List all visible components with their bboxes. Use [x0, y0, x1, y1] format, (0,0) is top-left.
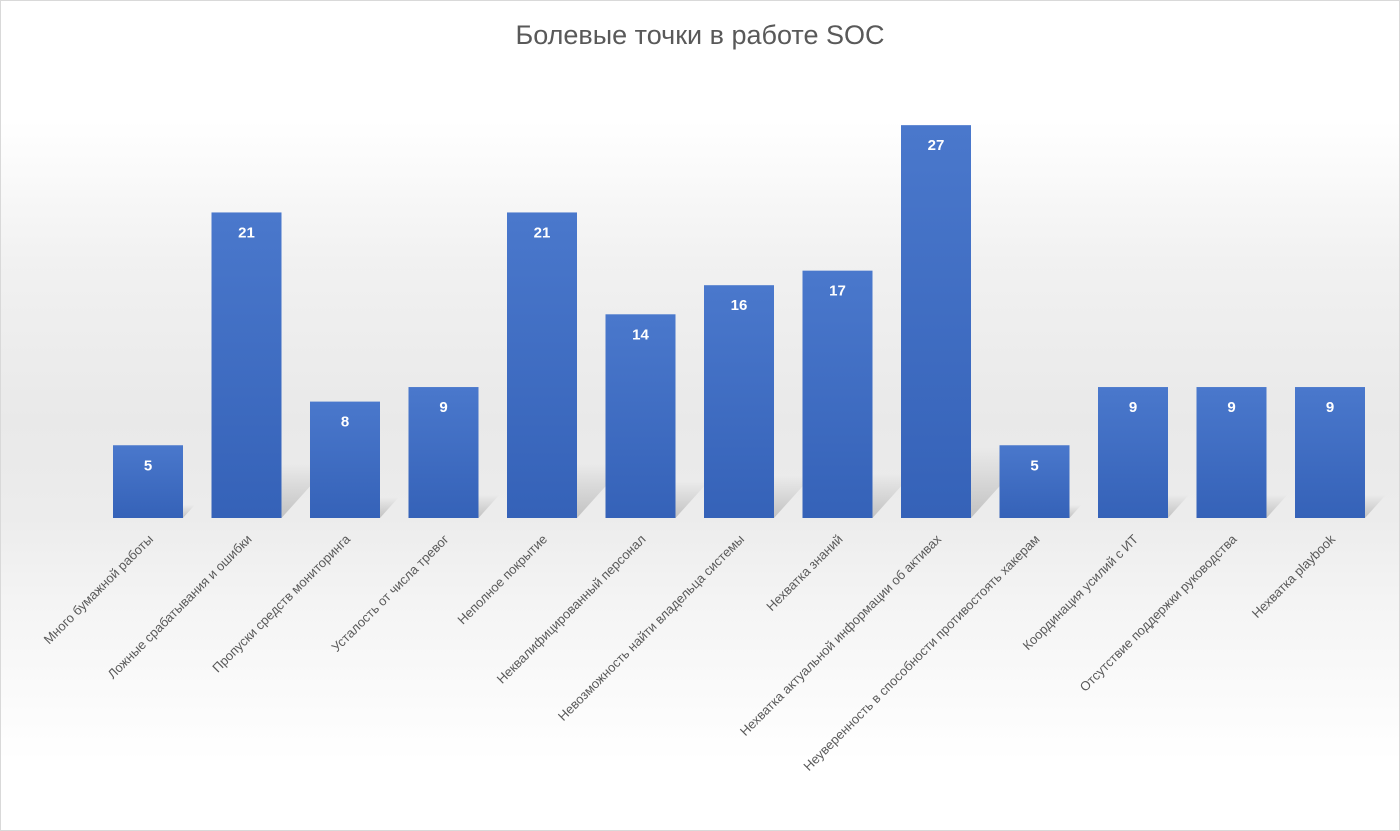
- data-label: 9: [439, 399, 447, 416]
- category-label: Невозможность найти владельца системы: [555, 532, 747, 724]
- bar: [310, 401, 380, 518]
- category-label: Неуверенность в способности противостоят…: [800, 531, 1042, 773]
- data-label: 9: [1129, 399, 1137, 416]
- chart-title: Болевые точки в работе SOC: [515, 20, 885, 50]
- data-label: 5: [1030, 457, 1038, 474]
- bar: [507, 212, 577, 518]
- category-label: Нехватка знаний: [763, 532, 845, 614]
- bar: [704, 285, 774, 518]
- bar: [1098, 387, 1168, 518]
- category-label: Отсутствие поддержки руководства: [1077, 531, 1240, 694]
- bar: [211, 212, 282, 518]
- category-label: Нехватка актуальной информации об актива…: [737, 531, 945, 739]
- category-label: Много бумажной работы: [41, 532, 157, 648]
- category-label: Усталость от числа тревог: [328, 531, 451, 654]
- bar: [113, 445, 183, 518]
- data-label: 21: [534, 224, 551, 241]
- bar: [901, 125, 971, 519]
- bar: [605, 314, 676, 518]
- category-label: Неполное покрытие: [454, 532, 550, 628]
- bar: [1196, 387, 1267, 518]
- data-label: 17: [829, 283, 846, 300]
- data-label: 5: [144, 457, 152, 474]
- data-label: 16: [731, 297, 748, 314]
- bar: [408, 387, 479, 518]
- bar: [802, 270, 873, 518]
- category-label: Координация усилий с ИТ: [1020, 531, 1142, 653]
- data-label: 9: [1326, 399, 1334, 416]
- data-label: 14: [632, 326, 649, 343]
- bar: [1295, 387, 1365, 518]
- category-label: Нехватка playbook: [1249, 531, 1339, 621]
- bar: [999, 445, 1070, 518]
- data-label: 21: [238, 224, 255, 241]
- data-label: 27: [928, 137, 945, 154]
- data-label: 9: [1227, 399, 1235, 416]
- data-label: 8: [341, 414, 349, 431]
